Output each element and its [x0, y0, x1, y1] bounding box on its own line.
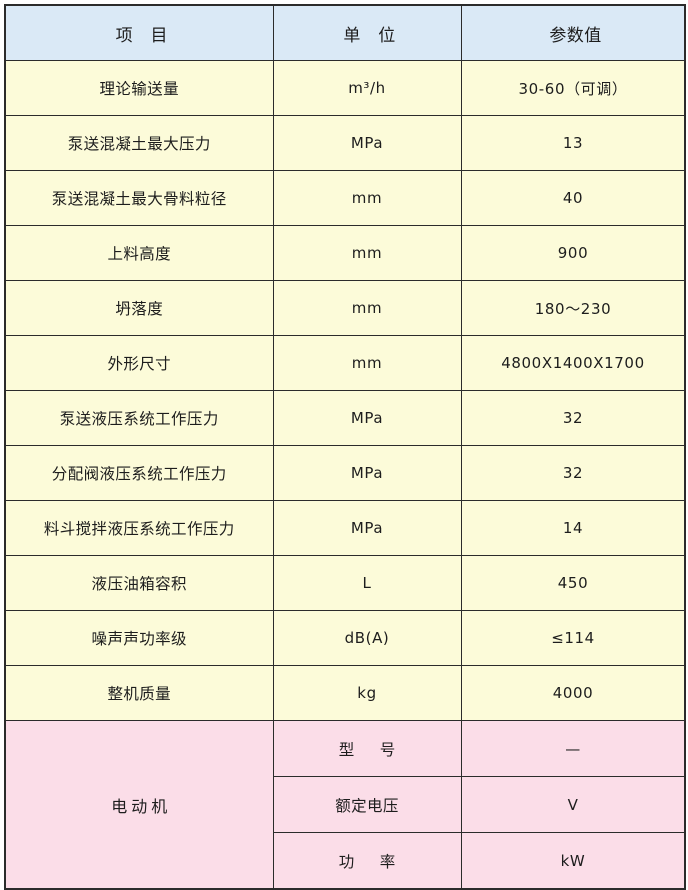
cell-motor-label: 功 率 [272, 832, 462, 890]
cell-motor-unit: V [460, 776, 686, 833]
table-row: 坍落度 mm 180～230 [4, 280, 686, 336]
cell-value: 4000 [460, 665, 686, 721]
cell-unit: MPa [272, 445, 462, 501]
cell-item: 泵送液压系统工作压力 [4, 390, 274, 446]
table-row: 噪声声功率级 dB(A) ≤114 [4, 610, 686, 666]
cell-value: 32 [460, 390, 686, 446]
header-row: 项 目 单 位 参数值 [4, 4, 686, 61]
table-row: 液压油箱容积 L 450 [4, 555, 686, 611]
cell-unit: m³/h [272, 60, 462, 116]
table-row-motor-model: 电动机 型 号 — YBK3-280M-4 [4, 720, 686, 890]
cell-item: 上料高度 [4, 225, 274, 281]
cell-value: 900 [460, 225, 686, 281]
cell-item: 坍落度 [4, 280, 274, 336]
cell-value: 14 [460, 500, 686, 556]
header-cell-item: 项 目 [4, 4, 274, 61]
cell-item: 料斗搅拌液压系统工作压力 [4, 500, 274, 556]
cell-motor-label: 额定电压 [272, 776, 462, 833]
table-row: 上料高度 mm 900 [4, 225, 686, 281]
specification-table: 项 目 单 位 参数值 理论输送量 m³/h 30-60（可调） 泵送混凝土最大… [4, 4, 686, 890]
cell-value: ≤114 [460, 610, 686, 666]
table-body: 理论输送量 m³/h 30-60（可调） 泵送混凝土最大压力 MPa 13 泵送… [4, 60, 686, 890]
cell-motor-label: 型 号 [272, 720, 462, 777]
cell-item: 分配阀液压系统工作压力 [4, 445, 274, 501]
table-row: 整机质量 kg 4000 [4, 665, 686, 721]
table-row: 理论输送量 m³/h 30-60（可调） [4, 60, 686, 116]
cell-unit: MPa [272, 390, 462, 446]
cell-value: 30-60（可调） [460, 60, 686, 116]
table-row: 外形尺寸 mm 4800X1400X1700 [4, 335, 686, 391]
table-header: 项 目 单 位 参数值 [4, 4, 686, 61]
table-row-motor-voltage: 额定电压 V 380/660/1140 [5, 776, 686, 833]
cell-unit: mm [272, 335, 462, 391]
table-row: 分配阀液压系统工作压力 MPa 32 [4, 445, 686, 501]
cell-unit: mm [272, 170, 462, 226]
cell-value: 40 [460, 170, 686, 226]
cell-item: 外形尺寸 [4, 335, 274, 391]
header-cell-value: 参数值 [460, 4, 686, 61]
cell-unit: mm [272, 225, 462, 281]
cell-unit: MPa [272, 115, 462, 171]
cell-item: 噪声声功率级 [4, 610, 274, 666]
cell-item: 理论输送量 [4, 60, 274, 116]
cell-motor-unit: kW [460, 832, 686, 890]
cell-motor-unit: — [460, 720, 686, 777]
table-row: 泵送混凝土最大压力 MPa 13 [4, 115, 686, 171]
cell-motor-group-label: 电动机 [4, 720, 274, 890]
cell-item: 泵送混凝土最大压力 [4, 115, 274, 171]
cell-unit: L [272, 555, 462, 611]
cell-unit: kg [272, 665, 462, 721]
cell-item: 泵送混凝土最大骨料粒径 [4, 170, 274, 226]
cell-value: 180～230 [460, 280, 686, 336]
cell-item: 液压油箱容积 [4, 555, 274, 611]
header-cell-unit: 单 位 [272, 4, 462, 61]
cell-unit: dB(A) [272, 610, 462, 666]
cell-value: 32 [460, 445, 686, 501]
table-row: 料斗搅拌液压系统工作压力 MPa 14 [4, 500, 686, 556]
cell-value: 13 [460, 115, 686, 171]
cell-unit: mm [272, 280, 462, 336]
table-row: 泵送液压系统工作压力 MPa 32 [4, 390, 686, 446]
table-row-motor-power: 功 率 kW 90 [5, 832, 686, 890]
cell-value: 450 [460, 555, 686, 611]
table-row: 泵送混凝土最大骨料粒径 mm 40 [4, 170, 686, 226]
cell-item: 整机质量 [4, 665, 274, 721]
cell-unit: MPa [272, 500, 462, 556]
cell-value: 4800X1400X1700 [460, 335, 686, 391]
